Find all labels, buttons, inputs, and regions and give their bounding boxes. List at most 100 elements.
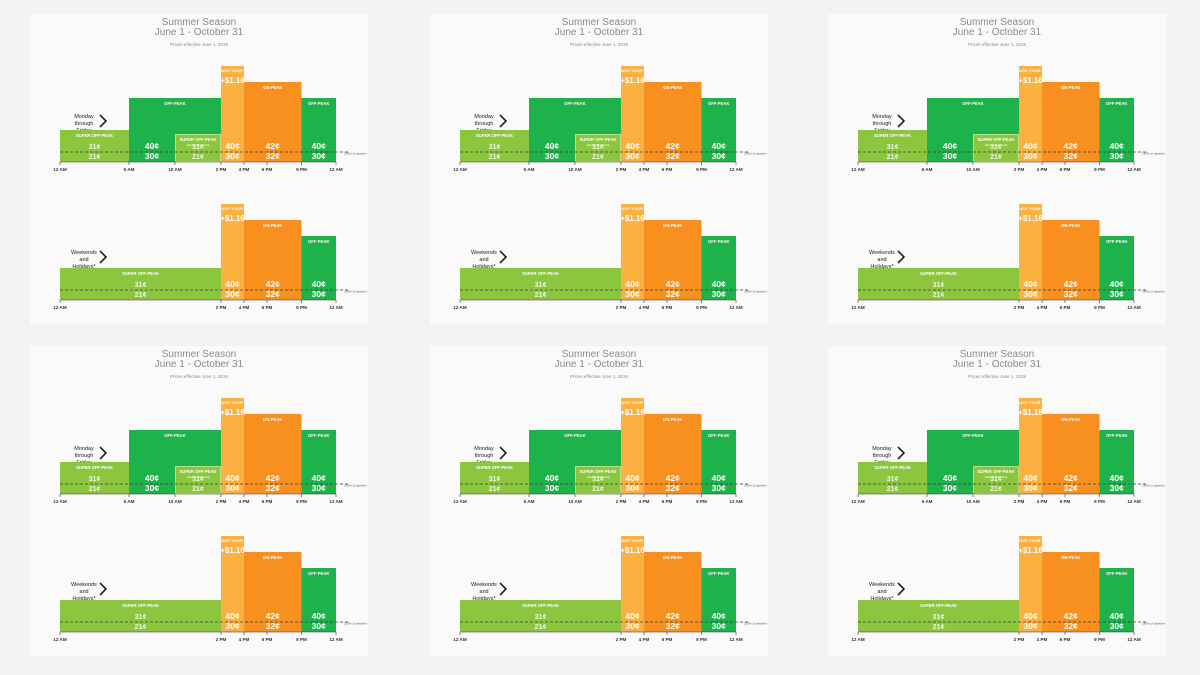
x-tick-label: 4 PM [639, 167, 650, 172]
off-peak-bar [701, 568, 736, 632]
rate-chart-panel: Summer Season June 1 - October 31 Prices e… [828, 14, 1166, 324]
x-tick-label: 12 AM [851, 499, 865, 504]
x-tick-label: 4 PM [639, 499, 650, 504]
off-peak-bar [301, 236, 336, 300]
x-tick-label: 10 AM [168, 167, 182, 172]
x-tick-label: 12 AM [53, 499, 67, 504]
price-below-baseline: 30¢ [312, 151, 326, 161]
price-above-baseline: 42¢ [1064, 473, 1078, 483]
row-label: through [873, 121, 892, 127]
price-below-baseline: 21¢ [933, 292, 945, 299]
price-above-baseline: 40¢ [1023, 473, 1037, 483]
chevron-right-icon [99, 446, 108, 460]
price-above-baseline: 31¢ [192, 144, 204, 151]
chevron-right-icon [499, 250, 508, 264]
inset-border [175, 134, 221, 162]
price-below-baseline: 32¢ [266, 151, 280, 161]
period-label: ON-PEAK [263, 555, 282, 560]
period-label: OFF-PEAK [308, 433, 329, 438]
row-label: Holidays* [72, 264, 96, 270]
period-label: ON-PEAK [1061, 417, 1080, 422]
price-above-baseline: 31¢ [887, 144, 899, 151]
x-tick-label: 12 AM [329, 305, 343, 310]
price-above-baseline: 42¢ [666, 611, 680, 621]
period-label: OFF-PEAK [164, 101, 185, 106]
super-off-peak-bar [575, 466, 621, 494]
reduce-your-use-bar [221, 66, 244, 162]
price-above-baseline: 40¢ [625, 473, 639, 483]
period-sublabel: (March and April) [985, 143, 1008, 147]
x-tick-label: 2 PM [1014, 499, 1025, 504]
period-label: OFF-PEAK [308, 239, 329, 244]
period-label: REDUCE YOUR USE [213, 400, 252, 405]
super-off-peak-bar [858, 600, 1019, 632]
x-tick-label: 12 AM [53, 167, 67, 172]
period-label: REDUCE YOUR USE [1011, 206, 1050, 211]
price-below-baseline: 32¢ [1064, 289, 1078, 299]
period-label: ON-PEAK [663, 85, 682, 90]
super-off-peak-bar [858, 268, 1019, 300]
chevron-right-icon [499, 114, 508, 128]
period-sublabel: (March and April) [587, 475, 610, 479]
period-label: REDUCE YOUR USE [1011, 68, 1050, 73]
period-label: OFF-PEAK [708, 571, 729, 576]
period-label: SUPER OFF-PEAK [978, 137, 1015, 142]
period-label: OFF-PEAK [962, 433, 983, 438]
period-label: OFF-PEAK [708, 433, 729, 438]
price-above-baseline: 40¢ [225, 279, 239, 289]
price-above-baseline: 31¢ [933, 282, 945, 289]
on-peak-bar [1042, 414, 1100, 494]
effective-date: Prices effective June 1, 2019 [570, 42, 628, 47]
price-above-baseline: 31¢ [192, 476, 204, 483]
off-peak-bar [1099, 236, 1134, 300]
x-tick-label: 6 PM [1060, 167, 1071, 172]
reduce-your-use-bar [621, 398, 644, 494]
super-off-peak-bar [973, 134, 1019, 162]
row-label: Monday [872, 114, 892, 120]
super-off-peak-bar [858, 462, 927, 494]
off-peak-bar [701, 430, 736, 494]
period-label: OFF-PEAK [564, 433, 585, 438]
price-below-baseline: 32¢ [1064, 621, 1078, 631]
price-above-baseline: 31¢ [990, 144, 1002, 151]
price-below-baseline: 30¢ [712, 621, 726, 631]
period-label: SUPER OFF-PEAK [874, 133, 911, 138]
price-above-baseline: 40¢ [712, 141, 726, 151]
price-above-baseline: 42¢ [1064, 611, 1078, 621]
x-tick-label: 9 PM [1094, 167, 1105, 172]
price-below-baseline: 21¢ [592, 154, 604, 161]
x-tick-label: 12 AM [453, 637, 467, 642]
price-below-baseline: 21¢ [887, 154, 899, 161]
price-above-baseline: 42¢ [266, 611, 280, 621]
row-label: and [79, 589, 88, 595]
super-off-peak-bar [175, 466, 221, 494]
row-label: Monday [872, 446, 892, 452]
season-dates: June 1 - October 31 [952, 27, 1042, 38]
season-dates: June 1 - October 31 [952, 359, 1042, 370]
x-tick-label: 6 AM [124, 167, 135, 172]
x-tick-label: 6 PM [662, 499, 673, 504]
price-below-baseline: 30¢ [712, 289, 726, 299]
x-tick-label: 12 AM [729, 499, 743, 504]
super-off-peak-bar [60, 268, 221, 300]
price-above-baseline: 40¢ [712, 473, 726, 483]
price-below-baseline: 30¢ [712, 483, 726, 493]
price-above-baseline: 40¢ [1023, 141, 1037, 151]
price-below-baseline: 21¢ [933, 624, 945, 631]
price-above-baseline: 42¢ [266, 473, 280, 483]
x-tick-label: 6 AM [124, 499, 135, 504]
price-above-baseline: 40¢ [225, 611, 239, 621]
price-above-baseline: 40¢ [625, 141, 639, 151]
x-tick-label: 4 PM [1037, 167, 1048, 172]
period-label: OFF-PEAK [1106, 101, 1127, 106]
price-below-baseline: 21¢ [192, 486, 204, 493]
price-below-baseline: 32¢ [666, 621, 680, 631]
row-label: through [873, 453, 892, 459]
x-tick-label: 4 PM [639, 637, 650, 642]
rate-chart-svg: MondaythroughFridaySUPER OFF-PEAKOFF-PEA… [851, 398, 1165, 642]
inset-border [175, 466, 221, 494]
rate-chart-panel: Summer Season June 1 - October 31 Prices e… [828, 346, 1166, 656]
season-title: Summer Season [161, 17, 237, 28]
period-sublabel: (March and April) [985, 475, 1008, 479]
